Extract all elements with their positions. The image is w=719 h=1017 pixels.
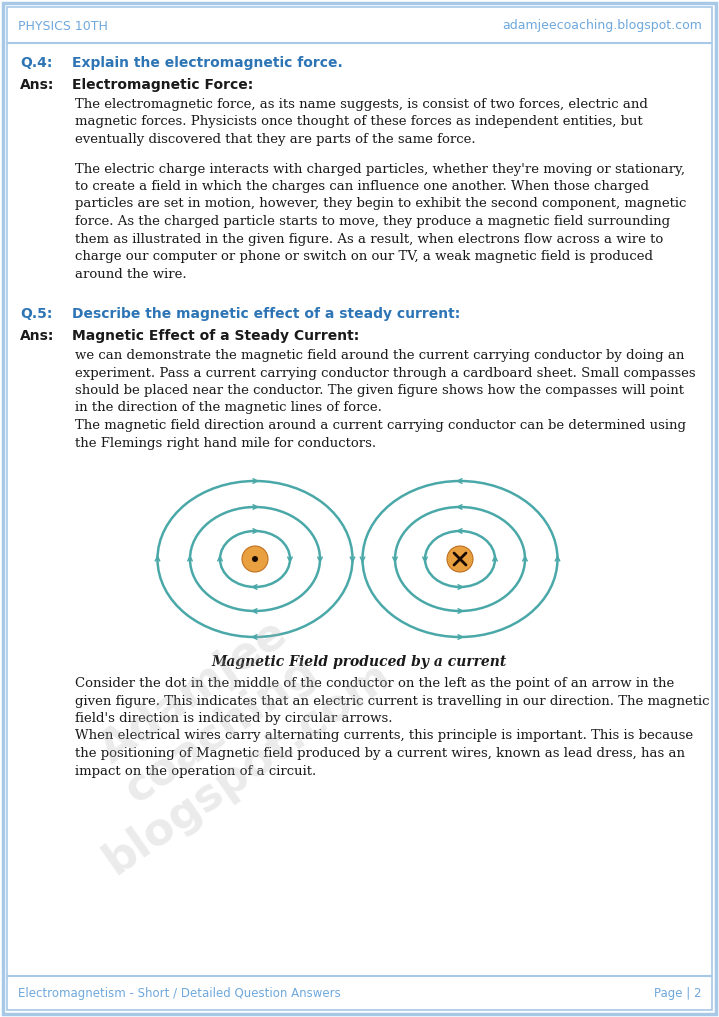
Text: Consider the dot in the middle of the conductor on the left as the point of an a: Consider the dot in the middle of the co… xyxy=(75,677,674,690)
Text: Q.5:: Q.5: xyxy=(20,307,52,321)
Text: Magnetic Effect of a Steady Current:: Magnetic Effect of a Steady Current: xyxy=(72,330,360,343)
FancyBboxPatch shape xyxy=(7,7,712,1010)
Text: experiment. Pass a current carrying conductor through a cardboard sheet. Small c: experiment. Pass a current carrying cond… xyxy=(75,366,695,379)
Text: we can demonstrate the magnetic field around the current carrying conductor by d: we can demonstrate the magnetic field ar… xyxy=(75,349,684,362)
Text: to create a field in which the charges can influence one another. When those cha: to create a field in which the charges c… xyxy=(75,180,649,193)
Text: should be placed near the conductor. The given figure shows how the compasses wi: should be placed near the conductor. The… xyxy=(75,384,684,397)
Text: in the direction of the magnetic lines of force.: in the direction of the magnetic lines o… xyxy=(75,402,382,415)
Text: Q.4:: Q.4: xyxy=(20,56,52,70)
Text: around the wire.: around the wire. xyxy=(75,267,187,281)
Text: The electric charge interacts with charged particles, whether they're moving or : The electric charge interacts with charg… xyxy=(75,163,685,176)
Text: Electromagnetic Force:: Electromagnetic Force: xyxy=(72,78,253,92)
Text: magnetic forces. Physicists once thought of these forces as independent entities: magnetic forces. Physicists once thought… xyxy=(75,116,643,128)
Text: field's direction is indicated by circular arrows.: field's direction is indicated by circul… xyxy=(75,712,393,725)
Text: particles are set in motion, however, they begin to exhibit the second component: particles are set in motion, however, th… xyxy=(75,197,687,211)
Text: Adamjee
coaching
blogspot.com: Adamjee coaching blogspot.com xyxy=(42,577,398,883)
Text: Explain the electromagnetic force.: Explain the electromagnetic force. xyxy=(72,56,343,70)
Text: Ans:: Ans: xyxy=(20,330,55,343)
Text: Ans:: Ans: xyxy=(20,78,55,92)
Text: PHYSICS 10TH: PHYSICS 10TH xyxy=(18,19,108,33)
Text: adamjeecoaching.blogspot.com: adamjeecoaching.blogspot.com xyxy=(502,19,702,33)
Text: When electrical wires carry alternating currents, this principle is important. T: When electrical wires carry alternating … xyxy=(75,729,693,742)
Text: impact on the operation of a circuit.: impact on the operation of a circuit. xyxy=(75,765,316,778)
Circle shape xyxy=(252,556,258,562)
Text: the Flemings right hand mile for conductors.: the Flemings right hand mile for conduct… xyxy=(75,436,376,450)
Circle shape xyxy=(242,546,268,572)
FancyBboxPatch shape xyxy=(3,3,716,1014)
Text: force. As the charged particle starts to move, they produce a magnetic field sur: force. As the charged particle starts to… xyxy=(75,215,670,228)
Text: given figure. This indicates that an electric current is travelling in our direc: given figure. This indicates that an ele… xyxy=(75,695,710,708)
Text: charge our computer or phone or switch on our TV, a weak magnetic field is produ: charge our computer or phone or switch o… xyxy=(75,250,653,263)
Text: The electromagnetic force, as its name suggests, is consist of two forces, elect: The electromagnetic force, as its name s… xyxy=(75,98,648,111)
Text: The magnetic field direction around a current carrying conductor can be determin: The magnetic field direction around a cu… xyxy=(75,419,686,432)
Circle shape xyxy=(447,546,473,572)
Text: them as illustrated in the given figure. As a result, when electrons flow across: them as illustrated in the given figure.… xyxy=(75,233,663,245)
Text: Electromagnetism - Short / Detailed Question Answers: Electromagnetism - Short / Detailed Ques… xyxy=(18,988,341,1001)
Text: the positioning of Magnetic field produced by a current wires, known as lead dre: the positioning of Magnetic field produc… xyxy=(75,747,685,760)
Text: eventually discovered that they are parts of the same force.: eventually discovered that they are part… xyxy=(75,133,476,146)
Text: Magnetic Field produced by a current: Magnetic Field produced by a current xyxy=(211,655,507,669)
Text: Page | 2: Page | 2 xyxy=(654,988,702,1001)
Text: Describe the magnetic effect of a steady current:: Describe the magnetic effect of a steady… xyxy=(72,307,460,321)
